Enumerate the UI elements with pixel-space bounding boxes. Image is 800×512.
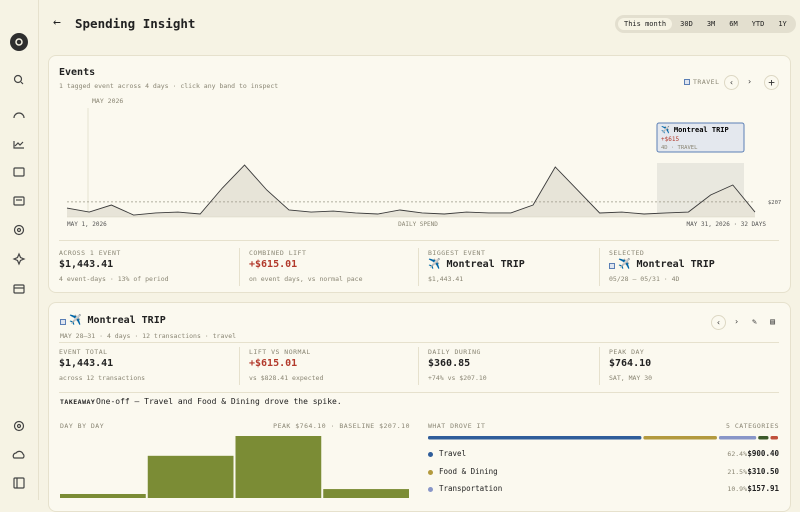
selected-swatch bbox=[609, 263, 615, 269]
stat-divider bbox=[239, 248, 240, 286]
legend-swatch bbox=[684, 79, 690, 85]
day-by-day-title: DAY BY DAY bbox=[60, 422, 105, 430]
stat-note: vs $828.41 expected bbox=[249, 374, 324, 382]
drivers-title: WHAT DROVE IT bbox=[428, 422, 486, 430]
category-dot bbox=[428, 469, 433, 475]
detail-title: ✈️ Montreal TRIP bbox=[69, 315, 166, 326]
category-amount: $157.91 bbox=[747, 484, 779, 493]
stat-value: $360.85 bbox=[428, 358, 471, 369]
stat-note: on event days, vs normal pace bbox=[249, 275, 363, 283]
category-amount: $310.50 bbox=[747, 466, 779, 476]
stat-note: 05/28 – 05/31 · 4D bbox=[609, 275, 680, 283]
drivers-count: 5 CATEGORIES bbox=[726, 422, 779, 430]
tooltip bbox=[656, 122, 745, 153]
takeaway-text: One-off — Travel and Food & Dining drove… bbox=[96, 397, 342, 406]
detail-swatch bbox=[60, 319, 66, 325]
spend-line bbox=[66, 164, 756, 216]
takeaway-label: TAKEAWAY bbox=[60, 398, 96, 406]
stat-value: +$615.01 bbox=[249, 358, 298, 369]
detail-meta: MAY 28–31 · 4 days · 12 transactions · t… bbox=[60, 332, 237, 340]
category-share: 10.9% bbox=[727, 485, 747, 493]
stat-value: $1,443.41 bbox=[59, 259, 114, 270]
stat-value: ✈️ Montreal TRIP bbox=[428, 259, 525, 270]
stat-divider bbox=[239, 347, 240, 385]
range-tabs: This month 30D 3M 6M YTD 1Y bbox=[615, 15, 796, 33]
stat-note: SAT, MAY 30 bbox=[609, 374, 653, 382]
end-label: MAY 31, 2026 · 32 DAYS bbox=[687, 221, 767, 228]
page-title: Spending Insight bbox=[75, 16, 196, 31]
range-tab[interactable]: This month bbox=[618, 18, 673, 30]
stats-divider bbox=[59, 240, 779, 241]
category-dot bbox=[428, 487, 433, 492]
stat-divider bbox=[599, 347, 600, 385]
stat-value: +$615.01 bbox=[249, 259, 298, 270]
tooltip-meta: 4D · TRAVEL bbox=[661, 145, 698, 151]
detail-prev[interactable]: ‹ bbox=[711, 315, 726, 330]
stat-note: +74% vs $207.10 bbox=[428, 374, 487, 382]
stat-value: $1,443.41 bbox=[59, 358, 114, 369]
stat-label: SELECTED bbox=[609, 249, 645, 257]
range-tab[interactable]: 3M bbox=[706, 20, 716, 28]
events-subtitle: 1 tagged event across 4 days · click any… bbox=[59, 82, 279, 90]
stat-note: 4 event-days · 13% of period bbox=[59, 275, 169, 283]
events-title: Events bbox=[59, 67, 96, 78]
prev-button[interactable]: ‹ bbox=[724, 75, 739, 90]
category-dot bbox=[428, 452, 433, 457]
range-tab[interactable]: 6M bbox=[729, 20, 738, 28]
range-tab[interactable]: 30D bbox=[680, 20, 693, 28]
sidebar bbox=[0, 0, 39, 500]
axis-label: DAILY SPEND bbox=[398, 221, 438, 228]
range-tab[interactable]: 1Y bbox=[778, 20, 787, 28]
sidebar-icons bbox=[10, 33, 28, 489]
detail-next[interactable]: › bbox=[729, 315, 744, 330]
start-label: MAY 1, 2026 bbox=[67, 221, 107, 228]
category-amount: $900.40 bbox=[747, 449, 779, 458]
detail-divider bbox=[59, 342, 779, 343]
category-name: Travel bbox=[439, 449, 467, 458]
stat-label: COMBINED LIFT bbox=[249, 249, 307, 257]
month-label: MAY 2026 bbox=[92, 97, 123, 105]
stat-divider bbox=[418, 248, 419, 286]
edit-button[interactable]: ✎ bbox=[747, 315, 762, 330]
category-name: Transportation bbox=[439, 484, 503, 493]
category-name: Food & Dining bbox=[439, 466, 498, 476]
stat-value: $764.10 bbox=[609, 358, 652, 369]
stat-label: BIGGEST EVENT bbox=[428, 249, 486, 257]
stat-label: ACROSS 1 EVENT bbox=[59, 249, 121, 257]
spend-area bbox=[67, 165, 755, 217]
stat-divider bbox=[418, 347, 419, 385]
next-button[interactable]: › bbox=[742, 75, 757, 90]
category-share: 62.4% bbox=[727, 450, 747, 458]
events-chart: MAY 2026 MAY 1, 2026 DAILY SPEND MAY 31,… bbox=[66, 97, 781, 228]
category-share: 21.5% bbox=[727, 467, 747, 476]
stat-label: EVENT TOTAL bbox=[59, 348, 108, 356]
day-by-day-summary: PEAK $764.10 · BASELINE $207.10 bbox=[273, 422, 410, 430]
stat-note: $1,443.41 bbox=[428, 275, 464, 283]
stat-divider bbox=[599, 248, 600, 286]
stat-value: ✈️ Montreal TRIP bbox=[618, 259, 715, 270]
takeaway-divider bbox=[59, 392, 779, 393]
back-arrow[interactable]: ← bbox=[53, 15, 61, 30]
add-button[interactable]: + bbox=[764, 75, 779, 90]
tooltip-title: ✈️ Montreal TRIP bbox=[661, 125, 729, 134]
stat-note: across 12 transactions bbox=[59, 374, 146, 382]
stat-label: LIFT VS NORMAL bbox=[249, 348, 311, 356]
stat-label: PEAK DAY bbox=[609, 348, 645, 356]
more-button[interactable]: ▤ bbox=[765, 315, 780, 330]
baseline-label: $207 bbox=[768, 200, 781, 206]
range-tab[interactable]: YTD bbox=[751, 20, 765, 28]
stat-label: DAILY DURING bbox=[428, 348, 481, 356]
legend-label: TRAVEL bbox=[693, 78, 720, 86]
tooltip-lift: +$615 bbox=[661, 136, 679, 143]
